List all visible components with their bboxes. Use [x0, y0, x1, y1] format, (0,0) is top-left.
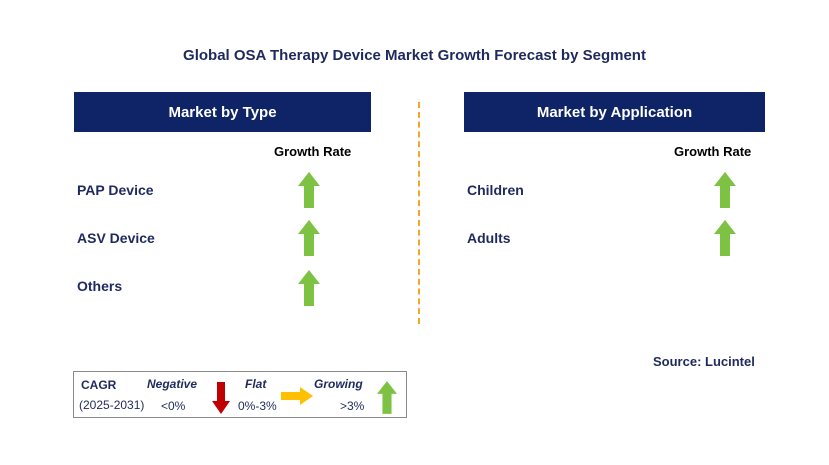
- type-row-asv-device: ASV Device: [77, 230, 155, 246]
- chart-title: Global OSA Therapy Device Market Growth …: [183, 47, 646, 64]
- left-growth-rate-label: Growth Rate: [274, 144, 352, 159]
- legend-negative-label: Negative: [147, 377, 198, 391]
- type-row-pap-device: PAP Device: [77, 182, 154, 198]
- legend-negative-value: <0%: [161, 399, 186, 413]
- legend-flat-value: 0%-3%: [238, 399, 277, 413]
- right-growth-rate-label: Growth Rate: [674, 144, 752, 159]
- legend-cagr-label: CAGR: [81, 378, 117, 392]
- type-row-others: Others: [77, 278, 123, 294]
- growing-arrow-icon: [714, 220, 736, 256]
- panel-divider: [418, 102, 420, 324]
- cagr-legend: CAGR (2025-2031) Negative <0% Flat 0%-3%…: [73, 371, 407, 418]
- growing-arrow-icon: [714, 172, 736, 208]
- negative-arrow-icon: [212, 382, 230, 414]
- growing-arrow-icon: [298, 220, 320, 256]
- legend-growing-label: Growing: [314, 377, 363, 391]
- flat-arrow-icon: [281, 387, 313, 405]
- application-row-adults: Adults: [467, 230, 511, 246]
- growing-arrow-icon: [298, 172, 320, 208]
- legend-period: (2025-2031): [79, 398, 145, 412]
- source-note: Source: Lucintel: [653, 354, 755, 369]
- growing-arrow-icon: [298, 270, 320, 306]
- legend-flat-label: Flat: [245, 377, 267, 391]
- growing-arrow-icon: [377, 381, 397, 414]
- market-by-application-header: Market by Application: [464, 92, 765, 132]
- legend-growing-value: >3%: [340, 399, 365, 413]
- application-row-children: Children: [467, 182, 524, 198]
- market-by-type-header: Market by Type: [74, 92, 371, 132]
